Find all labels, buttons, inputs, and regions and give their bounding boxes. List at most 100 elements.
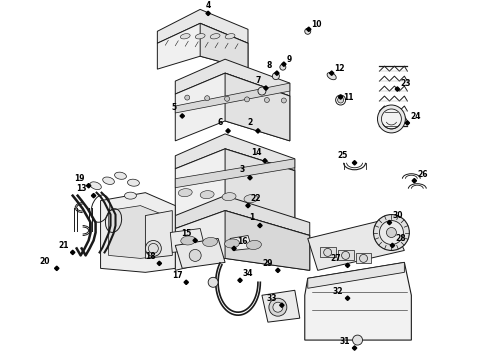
Circle shape [208,277,218,287]
Polygon shape [256,129,260,133]
Text: 22: 22 [251,194,261,203]
Ellipse shape [115,172,126,179]
Polygon shape [157,9,248,43]
Text: 14: 14 [251,148,261,157]
Polygon shape [264,86,268,90]
Polygon shape [225,211,310,270]
Polygon shape [54,266,59,271]
Text: 25: 25 [338,151,348,160]
Polygon shape [395,87,399,91]
Polygon shape [338,251,354,260]
Polygon shape [307,27,311,32]
Text: 9: 9 [286,55,292,64]
Polygon shape [345,263,350,267]
Ellipse shape [196,33,205,39]
Circle shape [272,73,279,80]
Text: 16: 16 [237,237,247,246]
Polygon shape [238,278,242,283]
Polygon shape [206,11,210,15]
Polygon shape [86,184,91,188]
Text: 31: 31 [340,337,350,346]
Polygon shape [405,121,410,125]
Text: 4: 4 [205,1,211,10]
Ellipse shape [327,72,336,80]
Text: 30: 30 [392,211,403,220]
Text: 24: 24 [410,112,420,121]
Polygon shape [282,62,286,66]
Ellipse shape [178,189,192,197]
Polygon shape [248,176,252,180]
Polygon shape [390,243,394,248]
Text: 32: 32 [332,287,343,296]
Text: 10: 10 [312,20,322,29]
Ellipse shape [203,238,218,247]
Polygon shape [175,73,290,141]
Polygon shape [308,262,404,288]
Ellipse shape [103,177,114,184]
Ellipse shape [90,182,101,190]
Polygon shape [226,129,230,133]
Polygon shape [175,238,225,268]
Circle shape [245,97,249,102]
Polygon shape [305,262,411,340]
Polygon shape [171,229,205,252]
Ellipse shape [127,179,139,186]
Polygon shape [262,290,300,322]
Circle shape [381,109,401,129]
Ellipse shape [222,193,236,201]
Circle shape [269,298,287,316]
Polygon shape [175,149,295,229]
Ellipse shape [124,192,136,199]
Polygon shape [200,23,248,69]
Text: 21: 21 [58,241,69,250]
Circle shape [265,98,270,103]
Text: 13: 13 [76,184,87,193]
Text: 28: 28 [395,234,406,243]
Polygon shape [352,346,357,350]
Polygon shape [225,73,290,141]
Polygon shape [280,303,284,307]
Text: 19: 19 [74,174,85,183]
Text: 12: 12 [334,64,345,73]
Polygon shape [339,95,343,99]
Polygon shape [308,219,404,270]
Polygon shape [258,223,262,228]
Polygon shape [412,179,416,183]
Circle shape [338,97,343,103]
Polygon shape [92,193,96,198]
Polygon shape [387,220,392,225]
Polygon shape [146,211,172,258]
Polygon shape [109,206,165,258]
Polygon shape [175,59,290,96]
Text: 8: 8 [266,61,271,70]
Polygon shape [193,238,197,243]
Ellipse shape [181,236,196,245]
Circle shape [353,335,363,345]
Text: 33: 33 [267,294,277,303]
Circle shape [360,255,368,262]
Text: 20: 20 [40,257,50,266]
Circle shape [377,105,405,133]
Polygon shape [263,159,267,163]
Polygon shape [352,161,357,165]
Polygon shape [329,71,334,75]
Text: 27: 27 [330,254,341,263]
Ellipse shape [180,33,190,39]
Circle shape [258,87,266,95]
Text: 26: 26 [417,170,428,179]
Polygon shape [184,280,189,284]
Ellipse shape [246,240,262,249]
Polygon shape [319,247,336,257]
Text: 11: 11 [343,93,354,102]
Polygon shape [175,134,295,171]
Text: 18: 18 [145,252,156,261]
Polygon shape [230,235,252,251]
Circle shape [387,228,396,238]
Circle shape [324,248,332,256]
Circle shape [280,64,286,70]
Text: 6: 6 [218,118,223,127]
Circle shape [342,251,349,260]
Text: 17: 17 [172,271,183,280]
Polygon shape [275,71,279,75]
Text: 3: 3 [240,165,245,174]
